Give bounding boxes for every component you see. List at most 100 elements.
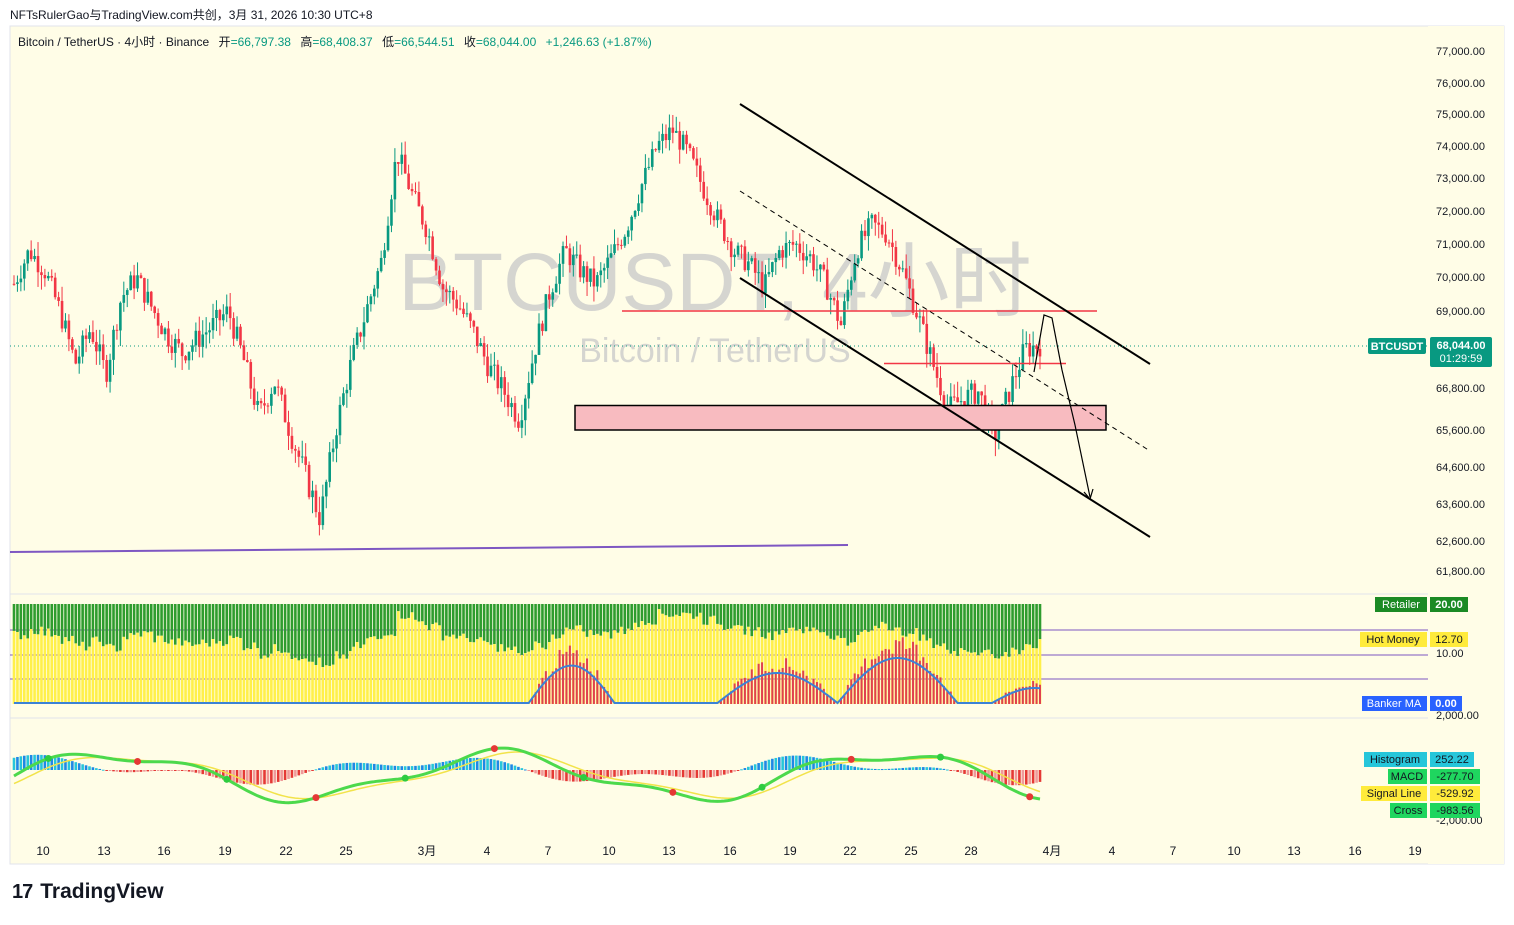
time-axis-tick: 7	[1170, 844, 1177, 858]
retailer-bar	[294, 604, 297, 658]
candle-body	[434, 259, 438, 271]
macd-histogram-bar	[602, 770, 606, 779]
retailer-bar	[561, 604, 565, 635]
retailer-bar	[84, 604, 88, 651]
candle-body	[688, 144, 692, 149]
candle-body	[115, 329, 119, 331]
macd-histogram-bar	[949, 770, 953, 771]
hot-money-tag	[1360, 632, 1427, 647]
hot-money-bar	[184, 640, 187, 704]
macd-histogram-bar	[513, 765, 517, 770]
hot-money-bar	[1021, 650, 1025, 704]
candle-body	[33, 256, 36, 260]
hot-money-bar	[95, 636, 98, 704]
candle-body	[149, 291, 153, 307]
retailer-bar	[321, 604, 325, 668]
tradingview-brand[interactable]: 17 TradingView	[12, 880, 164, 904]
hot-money-bar	[119, 650, 122, 704]
macd-histogram-bar	[149, 770, 153, 772]
macd-histogram-bar	[918, 767, 922, 770]
banker-bar	[774, 672, 777, 704]
banker-bar	[1025, 686, 1028, 704]
hot-money-bar	[197, 644, 201, 704]
banker-bar	[551, 671, 554, 704]
hot-money-bar	[410, 612, 414, 704]
retailer-bar	[328, 604, 331, 666]
retailer-bar	[987, 604, 990, 650]
hot-money-bar	[19, 639, 23, 704]
retailer-bar	[434, 604, 438, 623]
retailer-bar	[976, 604, 980, 656]
hot-money-bar	[352, 646, 356, 704]
candle-body	[235, 326, 239, 339]
banker-bar	[538, 683, 541, 704]
macd-histogram-bar	[95, 768, 98, 770]
candle-body	[486, 356, 489, 377]
price-tag-value: 68,044.00	[1437, 340, 1486, 352]
candle-body	[956, 397, 959, 403]
hot-money-bar	[143, 631, 146, 704]
macd-histogram-bar	[431, 763, 434, 770]
macd-histogram-bar	[489, 759, 493, 770]
macd-histogram-bar	[129, 770, 132, 773]
retailer-bar	[764, 604, 767, 639]
hot-money-bar	[259, 658, 263, 704]
hot-money-bar	[47, 628, 50, 704]
banker-bar	[1011, 691, 1014, 704]
banker-bar	[589, 671, 592, 704]
hot-money-bar	[472, 642, 476, 704]
hot-money-bar	[867, 631, 870, 704]
candle-body	[726, 241, 730, 243]
hot-money-bar	[980, 652, 983, 704]
candle-body	[314, 490, 318, 513]
candle-body	[709, 205, 712, 216]
macd-histogram-bar	[520, 768, 524, 770]
candle-body	[788, 241, 791, 244]
macd-histogram-bar	[91, 767, 95, 770]
banker-bar	[579, 662, 582, 704]
banker-ma-tag	[1362, 696, 1427, 711]
candle-body	[421, 206, 424, 225]
macd-histogram-bar	[403, 766, 407, 770]
close-label: 收	[464, 35, 476, 49]
macd-histogram-bar	[1000, 770, 1004, 785]
retailer-bar	[582, 604, 585, 632]
candle-body	[91, 332, 95, 342]
macd-histogram-bar	[623, 770, 627, 776]
macd-histogram-bar	[644, 770, 647, 775]
candle-body	[1024, 343, 1028, 345]
macd-histogram-bar	[53, 756, 57, 770]
candle-body	[582, 266, 585, 278]
hot-money-bar	[499, 644, 503, 704]
macd-histogram-bar	[904, 767, 908, 770]
price-axis-tick: 61,800.00	[1436, 566, 1485, 578]
banker-bar	[863, 658, 866, 704]
retailer-bar	[232, 604, 235, 639]
macd-histogram-bar	[997, 770, 1001, 784]
hot-money-bar	[506, 647, 510, 704]
hot-money-bar	[101, 646, 105, 704]
retailer-bar	[925, 604, 929, 641]
banker-bar	[898, 641, 901, 704]
hot-money-bar	[40, 626, 43, 704]
banker-bar	[918, 660, 921, 704]
retailer-bar	[36, 604, 40, 635]
candle-body	[970, 383, 973, 390]
retailer-bar	[994, 604, 997, 659]
retailer-bar	[273, 604, 277, 645]
retailer-bar	[249, 604, 253, 650]
banker-bar	[826, 694, 829, 704]
banker-bar	[730, 691, 733, 704]
candle-body	[29, 250, 33, 260]
time-axis-tick: 4月	[1043, 844, 1062, 858]
retailer-bar	[530, 604, 534, 651]
banker-bar	[812, 678, 815, 704]
banker-bar	[884, 648, 887, 704]
candle-body	[825, 269, 829, 300]
candle-body	[716, 209, 719, 221]
banker-bar	[953, 698, 956, 704]
retailer-bar	[884, 604, 887, 624]
retailer-bar	[849, 604, 853, 643]
hot-money-bar	[318, 657, 321, 704]
